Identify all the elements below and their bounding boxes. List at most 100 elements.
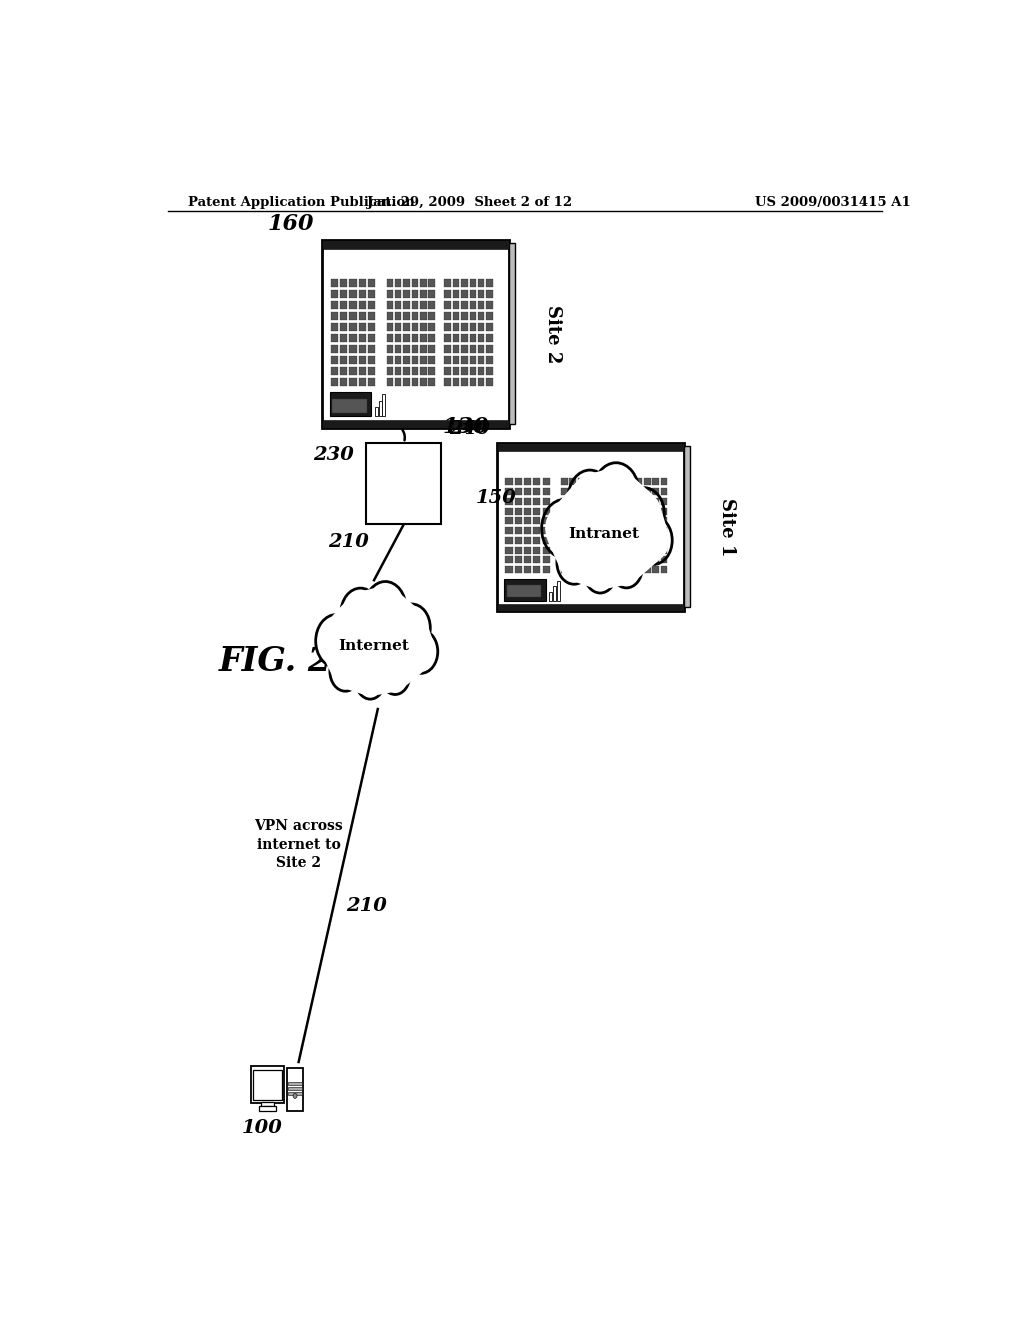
Text: 210: 210 bbox=[328, 533, 369, 550]
Bar bbox=[595, 498, 601, 506]
Bar bbox=[379, 400, 382, 417]
Bar bbox=[444, 280, 451, 288]
Bar bbox=[469, 356, 476, 364]
Bar bbox=[453, 334, 460, 342]
Bar bbox=[587, 546, 593, 553]
Bar bbox=[395, 313, 401, 319]
Bar bbox=[486, 378, 493, 385]
Bar bbox=[505, 498, 512, 506]
Bar bbox=[478, 345, 484, 352]
Bar bbox=[561, 556, 567, 564]
Bar bbox=[486, 280, 493, 288]
Text: Jan. 29, 2009  Sheet 2 of 12: Jan. 29, 2009 Sheet 2 of 12 bbox=[367, 195, 571, 209]
Bar bbox=[478, 356, 484, 364]
Bar bbox=[505, 566, 512, 573]
Bar bbox=[497, 444, 684, 451]
Bar bbox=[478, 280, 484, 288]
Bar bbox=[412, 313, 418, 319]
Bar bbox=[428, 313, 435, 319]
Bar bbox=[428, 290, 435, 298]
Bar bbox=[358, 313, 366, 319]
Bar bbox=[660, 508, 668, 515]
Bar bbox=[660, 537, 668, 544]
Bar bbox=[543, 527, 550, 535]
Text: 160: 160 bbox=[268, 213, 314, 235]
Text: 230: 230 bbox=[313, 446, 354, 465]
Bar bbox=[403, 280, 410, 288]
Bar bbox=[461, 280, 468, 288]
Bar bbox=[340, 313, 347, 319]
Bar bbox=[386, 367, 393, 375]
Bar bbox=[524, 498, 531, 506]
Bar bbox=[652, 527, 659, 535]
Bar bbox=[289, 1086, 302, 1090]
Bar bbox=[403, 290, 410, 298]
Bar bbox=[561, 527, 567, 535]
Bar bbox=[652, 517, 659, 524]
Bar bbox=[587, 478, 593, 486]
Bar bbox=[569, 478, 577, 486]
Bar bbox=[603, 527, 609, 535]
Bar bbox=[331, 378, 338, 385]
Bar bbox=[603, 498, 609, 506]
Text: Internet: Internet bbox=[339, 639, 410, 653]
Bar bbox=[340, 280, 347, 288]
Bar bbox=[524, 488, 531, 495]
Bar bbox=[578, 566, 585, 573]
Bar bbox=[505, 546, 512, 553]
Bar bbox=[644, 566, 650, 573]
Bar bbox=[444, 378, 451, 385]
Bar bbox=[349, 280, 356, 288]
Bar bbox=[534, 488, 541, 495]
Bar bbox=[331, 356, 338, 364]
Circle shape bbox=[610, 546, 642, 587]
Bar bbox=[428, 334, 435, 342]
Bar bbox=[349, 323, 356, 331]
Bar bbox=[514, 527, 522, 535]
Bar bbox=[375, 407, 378, 417]
Circle shape bbox=[542, 499, 588, 558]
Bar bbox=[644, 517, 650, 524]
Bar bbox=[587, 527, 593, 535]
Bar bbox=[636, 527, 642, 535]
Bar bbox=[636, 508, 642, 515]
Bar bbox=[618, 517, 626, 524]
Bar bbox=[461, 290, 468, 298]
Circle shape bbox=[381, 657, 410, 694]
Bar bbox=[505, 488, 512, 495]
Bar bbox=[578, 488, 585, 495]
Bar bbox=[358, 345, 366, 352]
Bar bbox=[587, 537, 593, 544]
Bar bbox=[578, 517, 585, 524]
Bar bbox=[358, 290, 366, 298]
Bar bbox=[514, 478, 522, 486]
Bar bbox=[509, 243, 515, 424]
Bar bbox=[403, 378, 410, 385]
Bar bbox=[444, 356, 451, 364]
Bar bbox=[644, 556, 650, 564]
Bar bbox=[368, 367, 375, 375]
Bar bbox=[395, 280, 401, 288]
Bar bbox=[259, 1106, 275, 1110]
Bar bbox=[453, 356, 460, 364]
Bar bbox=[386, 301, 393, 309]
Bar bbox=[469, 323, 476, 331]
Bar bbox=[543, 478, 550, 486]
Bar bbox=[514, 498, 522, 506]
Circle shape bbox=[624, 487, 665, 540]
Bar bbox=[461, 356, 468, 364]
Bar bbox=[428, 378, 435, 385]
Bar bbox=[636, 537, 642, 544]
Bar bbox=[340, 334, 347, 342]
Bar bbox=[289, 1081, 302, 1085]
Bar bbox=[514, 517, 522, 524]
Bar bbox=[358, 301, 366, 309]
Bar bbox=[412, 345, 418, 352]
Bar bbox=[340, 356, 347, 364]
Bar bbox=[534, 546, 541, 553]
Bar bbox=[368, 290, 375, 298]
Bar bbox=[428, 345, 435, 352]
Bar bbox=[368, 313, 375, 319]
Bar bbox=[514, 508, 522, 515]
Bar bbox=[561, 566, 567, 573]
